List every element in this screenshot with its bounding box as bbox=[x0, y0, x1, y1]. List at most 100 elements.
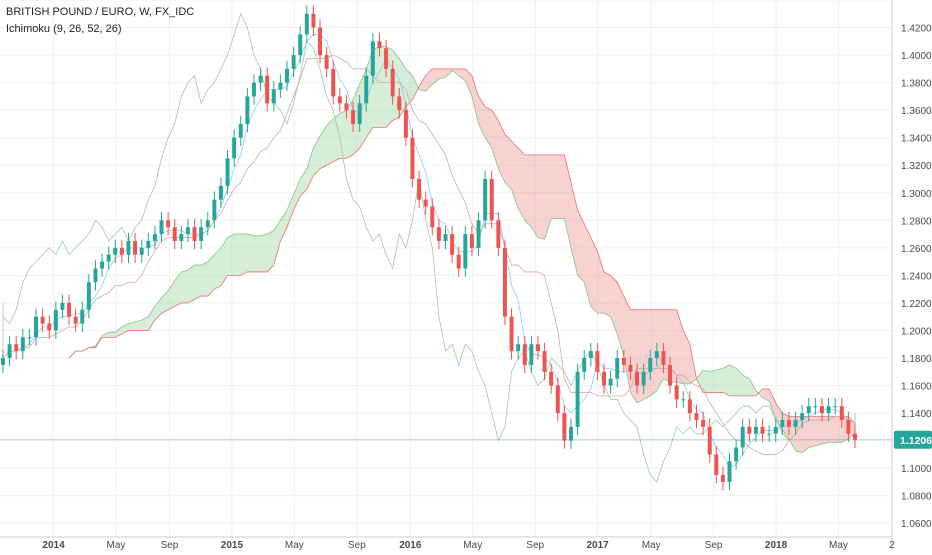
x-tick-label: May bbox=[829, 540, 848, 550]
y-tick-label: 1.0800 bbox=[901, 492, 932, 503]
candle-body bbox=[225, 158, 230, 186]
candle-body bbox=[304, 13, 309, 35]
indicator-label: Ichimoku (9, 26, 52, 26) bbox=[6, 23, 122, 35]
x-tick-label: 2015 bbox=[221, 540, 244, 550]
ichimoku-cloud-segment bbox=[326, 118, 334, 166]
ichimoku-cloud-segment bbox=[821, 416, 829, 445]
x-tick-label: Sep bbox=[161, 540, 179, 550]
candle-body bbox=[800, 413, 805, 420]
y-tick-label: 1.3200 bbox=[901, 161, 932, 172]
ichimoku-cloud-segment bbox=[320, 125, 327, 169]
candle-body bbox=[139, 247, 144, 255]
ichimoku-cloud-segment bbox=[201, 261, 208, 297]
candle-body bbox=[7, 344, 12, 358]
candle-body bbox=[100, 261, 105, 269]
x-tick-label: Sep bbox=[348, 540, 366, 550]
ichimoku-cloud-segment bbox=[148, 306, 155, 331]
candle-body bbox=[674, 385, 679, 400]
ichimoku-cloud-segment bbox=[696, 370, 704, 393]
ichimoku-cloud-segment bbox=[458, 68, 466, 81]
candle-body bbox=[311, 13, 316, 28]
candle-body bbox=[93, 268, 98, 283]
y-tick-label: 1.0600 bbox=[901, 519, 932, 530]
candle-body bbox=[337, 96, 342, 104]
candle-body bbox=[773, 426, 778, 434]
candle-body bbox=[793, 419, 798, 427]
ichimoku-cloud-segment bbox=[280, 209, 287, 241]
ichimoku-cloud-segment bbox=[650, 309, 657, 396]
ichimoku-cloud-segment bbox=[260, 234, 268, 272]
ichimoku-cloud-segment bbox=[498, 120, 505, 183]
ichimoku-cloud-segment bbox=[491, 110, 499, 169]
y-tick-label: 1.2000 bbox=[901, 326, 932, 337]
candle-body bbox=[727, 461, 732, 482]
candle-body bbox=[152, 234, 157, 241]
candle-body bbox=[602, 371, 607, 386]
candle-body bbox=[463, 234, 468, 269]
ichimoku-cloud-segment bbox=[128, 321, 136, 331]
ichimoku-cloud-segment bbox=[267, 230, 274, 272]
ichimoku-cloud-segment bbox=[808, 416, 816, 448]
ichimoku-cloud-segment bbox=[234, 234, 241, 276]
ichimoku-cloud-segment bbox=[604, 271, 611, 317]
candle-body bbox=[694, 413, 699, 420]
candle-body bbox=[780, 419, 785, 427]
candle-body bbox=[159, 220, 164, 235]
ichimoku-cloud-segment bbox=[630, 309, 638, 403]
candle-body bbox=[218, 185, 223, 200]
ichimoku-cloud-segment bbox=[749, 378, 756, 396]
candle-body bbox=[318, 27, 323, 56]
ichimoku-cloud-segment bbox=[835, 416, 842, 443]
ichimoku-cloud-segment bbox=[537, 154, 545, 240]
candle-body bbox=[410, 137, 415, 179]
x-tick-label: Sep bbox=[526, 540, 544, 550]
ichimoku-cloud-segment bbox=[524, 154, 532, 228]
candle-body bbox=[344, 103, 349, 111]
candle-body bbox=[106, 254, 111, 262]
candle-body bbox=[377, 41, 382, 49]
ichimoku-cloud-segment bbox=[518, 148, 525, 221]
ichimoku-cloud-segment bbox=[207, 254, 215, 297]
ichimoku-cloud-segment bbox=[571, 182, 578, 276]
candle-body bbox=[443, 234, 448, 241]
candle-body bbox=[185, 227, 190, 235]
candle-body bbox=[80, 309, 85, 324]
last-price-badge bbox=[894, 430, 932, 449]
candle-body bbox=[86, 282, 91, 310]
y-tick-label: 1.2800 bbox=[901, 216, 932, 227]
ichimoku-cloud-segment bbox=[333, 113, 340, 162]
candle-body bbox=[450, 234, 455, 255]
candle-body bbox=[555, 385, 560, 414]
ichimoku-cloud-segment bbox=[253, 235, 261, 272]
candle-body bbox=[813, 406, 818, 408]
candle-body bbox=[767, 433, 772, 435]
ichimoku-cloud-segment bbox=[703, 370, 710, 393]
candle-body bbox=[430, 206, 435, 228]
candle-body bbox=[397, 96, 402, 111]
candle-body bbox=[291, 55, 296, 69]
candle-body bbox=[384, 48, 389, 69]
candle-body bbox=[476, 220, 481, 248]
candle-body bbox=[199, 227, 204, 241]
ichimoku-cloud-segment bbox=[405, 68, 413, 107]
candle-body bbox=[687, 399, 692, 414]
ichimoku-cloud-segment bbox=[623, 296, 631, 393]
candle-body bbox=[403, 110, 408, 138]
candle-body bbox=[364, 75, 369, 104]
ichimoku-cloud-segment bbox=[194, 265, 202, 300]
ichimoku-cloud-segment bbox=[656, 309, 664, 391]
candle-body bbox=[549, 371, 554, 386]
candle-body bbox=[53, 309, 58, 331]
candle-body bbox=[833, 406, 838, 408]
senkou-span-a-line bbox=[68, 46, 856, 454]
candle-body bbox=[258, 75, 263, 83]
ichimoku-cloud-segment bbox=[722, 364, 730, 396]
candle-body bbox=[661, 351, 666, 365]
ichimoku-cloud-segment bbox=[511, 141, 519, 209]
candle-body bbox=[582, 358, 587, 372]
chikou-span-line bbox=[2, 12, 790, 483]
y-tick-label: 1.1400 bbox=[901, 409, 932, 420]
candle-body bbox=[34, 316, 39, 338]
